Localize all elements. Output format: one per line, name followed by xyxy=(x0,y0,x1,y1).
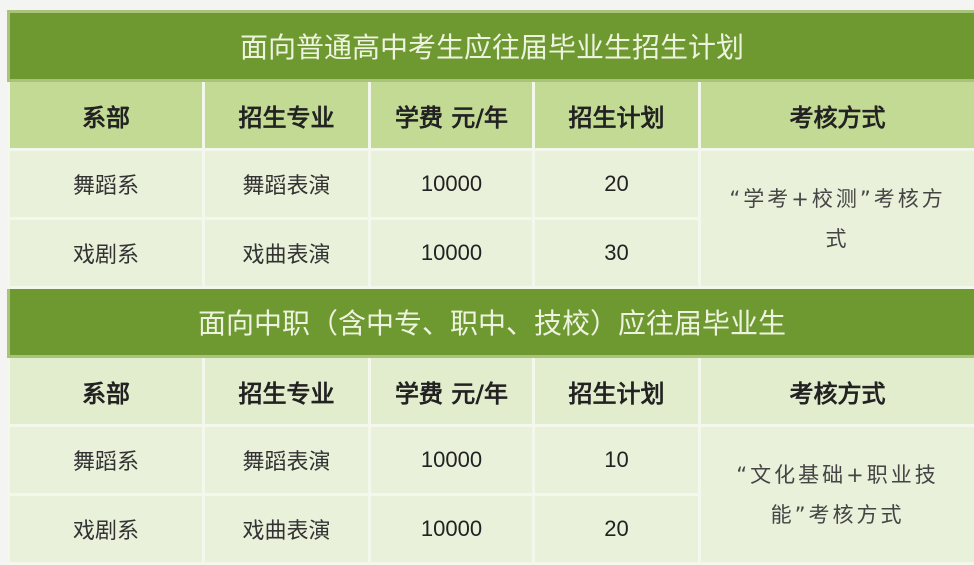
fee-cell: 10000 xyxy=(370,219,534,288)
header-row: 系部 招生专业 学费 元/年 招生计划 考核方式 xyxy=(9,81,974,150)
section-title: 面向普通高中考生应往届毕业生招生计划 xyxy=(9,12,974,81)
major-cell: 舞蹈表演 xyxy=(204,150,370,219)
table-row: 舞蹈系 舞蹈表演 10000 10 “文化基础+职业技能”考核方式 xyxy=(9,426,974,495)
plan-cell: 20 xyxy=(534,150,700,219)
header-row: 系部 招生专业 学费 元/年 招生计划 考核方式 xyxy=(9,357,974,426)
dept-cell: 戏剧系 xyxy=(9,495,204,564)
method-cell: “学考+校测”考核方式 xyxy=(700,150,974,288)
plan-cell: 10 xyxy=(534,426,700,495)
header-plan: 招生计划 xyxy=(534,81,700,150)
fee-cell: 10000 xyxy=(370,150,534,219)
major-cell: 戏曲表演 xyxy=(204,219,370,288)
header-dept: 系部 xyxy=(9,357,204,426)
enrollment-plan-table: 面向普通高中考生应往届毕业生招生计划 系部 招生专业 学费 元/年 招生计划 考… xyxy=(7,10,974,565)
table-row: 舞蹈系 舞蹈表演 10000 20 “学考+校测”考核方式 xyxy=(9,150,974,219)
dept-cell: 戏剧系 xyxy=(9,219,204,288)
header-fee: 学费 元/年 xyxy=(370,357,534,426)
plan-cell: 30 xyxy=(534,219,700,288)
header-method: 考核方式 xyxy=(700,357,974,426)
section-title: 面向中职（含中专、职中、技校）应往届毕业生 xyxy=(9,288,974,357)
method-text: “文化基础+职业技能”考核方式 xyxy=(728,455,948,535)
method-cell: “文化基础+职业技能”考核方式 xyxy=(700,426,974,564)
header-major: 招生专业 xyxy=(204,357,370,426)
major-cell: 舞蹈表演 xyxy=(204,426,370,495)
header-plan: 招生计划 xyxy=(534,357,700,426)
major-cell: 戏曲表演 xyxy=(204,495,370,564)
header-method: 考核方式 xyxy=(700,81,974,150)
dept-cell: 舞蹈系 xyxy=(9,426,204,495)
header-dept: 系部 xyxy=(9,81,204,150)
fee-cell: 10000 xyxy=(370,495,534,564)
header-fee: 学费 元/年 xyxy=(370,81,534,150)
fee-cell: 10000 xyxy=(370,426,534,495)
dept-cell: 舞蹈系 xyxy=(9,150,204,219)
method-text: “学考+校测”考核方式 xyxy=(718,179,958,259)
plan-cell: 20 xyxy=(534,495,700,564)
header-major: 招生专业 xyxy=(204,81,370,150)
